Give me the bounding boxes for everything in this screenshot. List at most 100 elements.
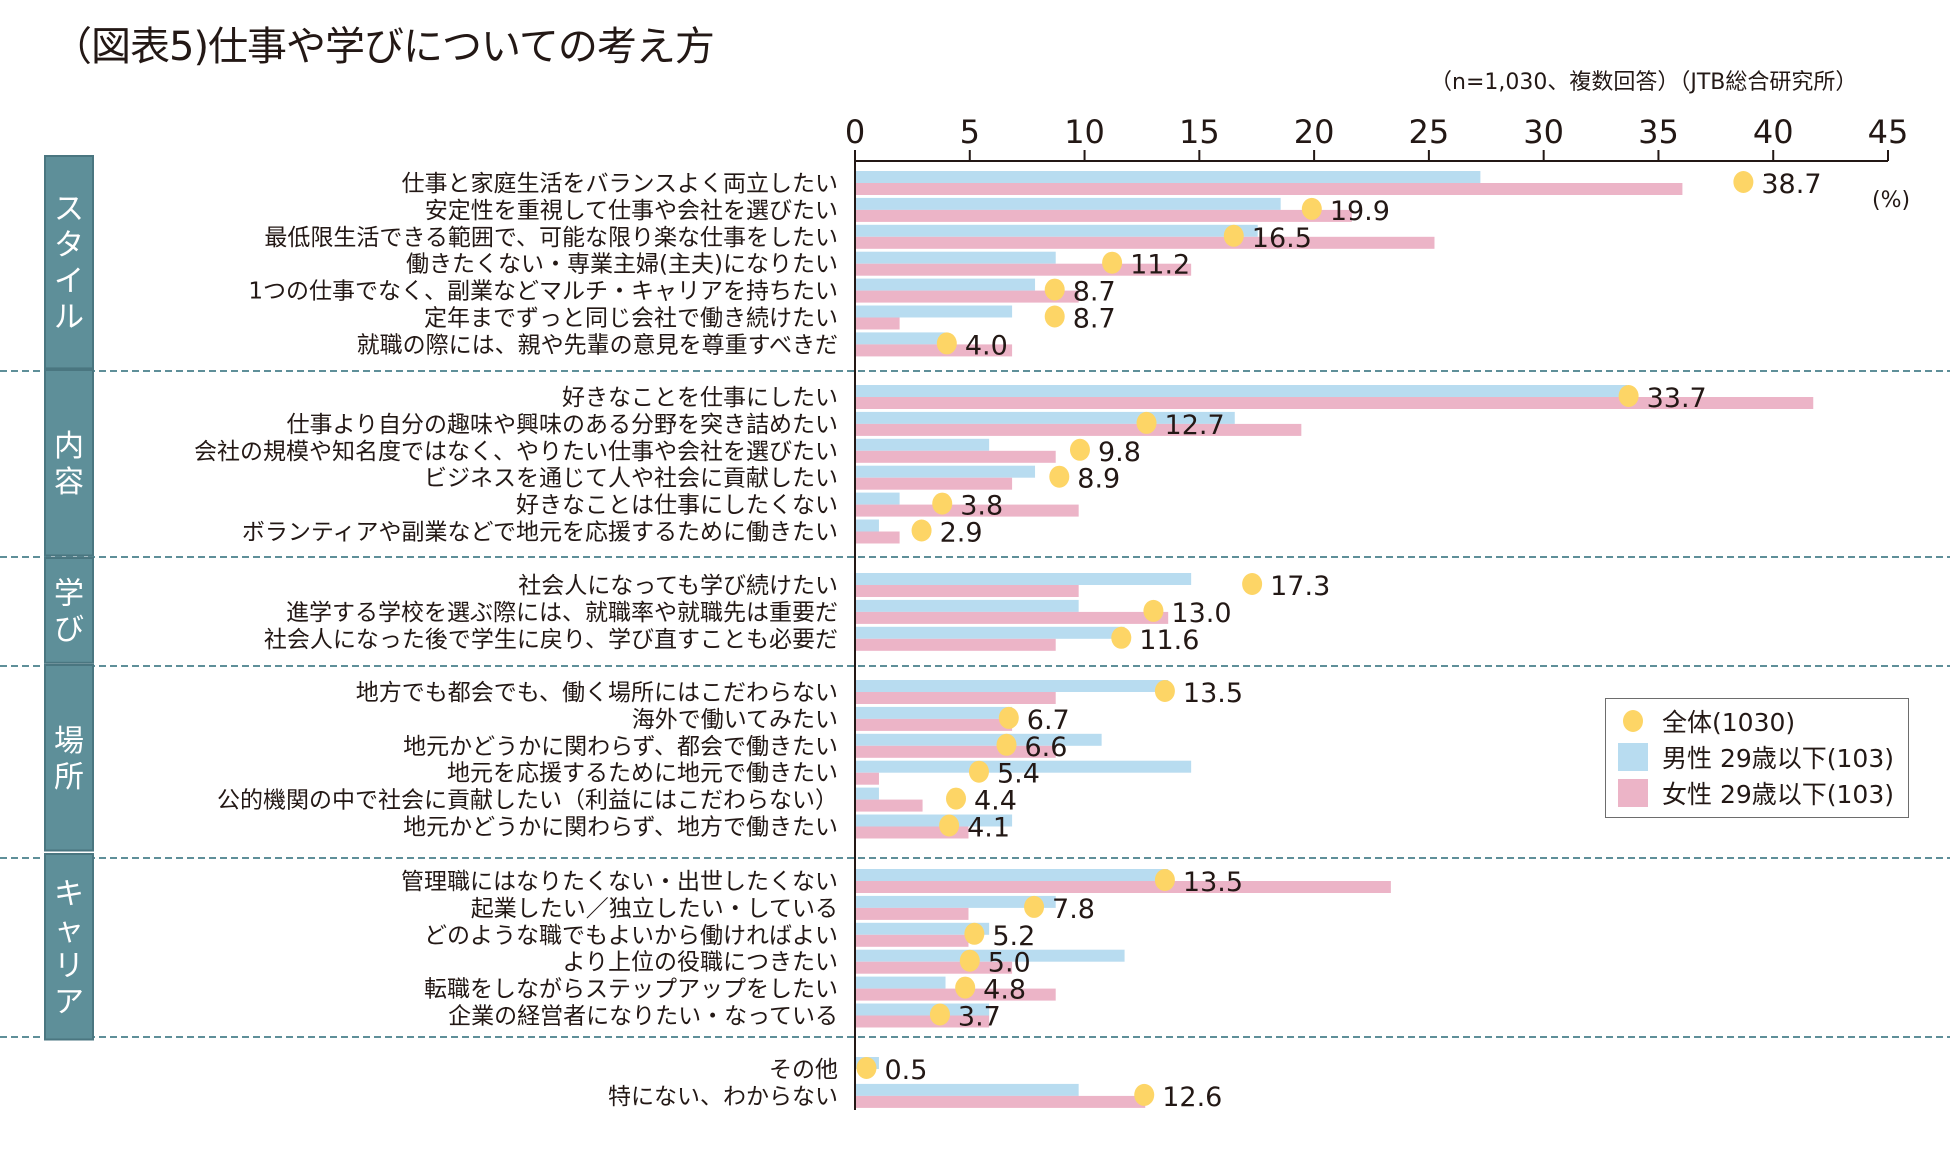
bar-female <box>856 183 1683 195</box>
bar-female <box>856 934 969 947</box>
legend: 全体(1030) 男性 29歳以下(103) 女性 29歳以下(103) <box>1605 698 1909 818</box>
dot-total <box>1301 197 1322 220</box>
bar-male <box>856 949 1125 962</box>
bar-female <box>856 692 1056 704</box>
x-tick-label: 15 <box>1179 113 1220 151</box>
row-label: 好きなことは仕事にしたくない <box>516 493 838 519</box>
bar-female <box>856 477 1013 490</box>
value-label: 8.9 <box>1077 464 1120 495</box>
sample-note: （n=1,030、複数回答）（JTB総合研究所） <box>1430 70 1858 95</box>
category-box <box>44 369 94 557</box>
row-label: 地元を応援するために地元で働きたい <box>447 761 838 787</box>
category-label: ャ <box>54 913 84 948</box>
dot-total <box>1223 224 1244 247</box>
dot-total <box>932 492 953 515</box>
row-label: どのような職でもよいから働ければよい <box>424 923 838 949</box>
dot-total <box>1044 305 1065 328</box>
bar-female <box>856 423 1302 436</box>
dot-total <box>1111 626 1132 649</box>
bar-male <box>856 626 1125 639</box>
row-label: より上位の役職につきたい <box>562 950 838 976</box>
category-label: 場 <box>54 724 84 759</box>
dot-total <box>929 1003 950 1026</box>
category-label: ア <box>54 985 84 1020</box>
bar-female <box>856 397 1814 409</box>
bar-female <box>856 772 879 785</box>
value-label: 3.7 <box>958 1002 1001 1033</box>
category-label: び <box>54 612 84 647</box>
row-label: 仕事より自分の趣味や興味のある分野を突き詰めたい <box>286 412 838 438</box>
row-label: 起業したい／独立したい・している <box>471 896 838 922</box>
value-label: 19.9 <box>1330 196 1390 227</box>
dot-total <box>1044 278 1065 301</box>
bar-female <box>856 504 1079 517</box>
dot-total <box>1136 411 1157 434</box>
dot-total <box>959 949 980 972</box>
dot-total <box>1154 680 1175 702</box>
x-tick-label: 20 <box>1294 113 1335 151</box>
dot-total <box>1154 869 1175 891</box>
row-label: 就職の際には、親や先輩の意見を尊重すべきだ <box>357 332 838 358</box>
value-label: 33.7 <box>1647 383 1707 414</box>
row-label: 会社の規模や知名度ではなく、やりたい仕事や会社を選びたい <box>194 439 838 465</box>
value-label: 12.7 <box>1165 410 1225 441</box>
category-box <box>44 664 94 852</box>
row-label: 定年までずっと同じ会社で働き続けたい <box>424 306 838 332</box>
bar-male <box>856 465 1036 478</box>
row-label: 好きなことを仕事にしたい <box>562 385 838 411</box>
bar-male <box>856 787 879 800</box>
bar-female <box>856 531 900 544</box>
bar-male <box>856 385 1628 397</box>
row-label: ボランティアや副業などで地元を応援するために働きたい <box>242 520 838 546</box>
legend-item-female: 女性 29歳以下(103) <box>1618 775 1908 811</box>
row-label: ビジネスを通じて人や社会に貢献したい <box>424 466 838 492</box>
row-label: 公的機関の中で社会に貢献したい（利益にはこだわらない） <box>217 788 838 814</box>
row-label: 最低限生活できる範囲で、可能な限り楽な仕事をしたい <box>264 225 838 251</box>
x-tick-label: 25 <box>1409 113 1450 151</box>
bar-female <box>856 450 1056 463</box>
value-label: 5.2 <box>992 921 1035 952</box>
row-label: 企業の経営者になりたい・なっている <box>448 1004 838 1030</box>
bar-female <box>856 988 1056 1001</box>
row-label: 海外で働いてみたい <box>632 707 838 733</box>
dot-total <box>955 976 976 999</box>
bar-female <box>856 585 1079 597</box>
category-label: 学 <box>54 576 84 611</box>
category-label: ス <box>54 192 84 227</box>
dot-total <box>1049 465 1070 488</box>
row-label: 社会人になった後で学生に戻り、学び直すことも必要だ <box>264 627 838 653</box>
dot-total <box>996 733 1017 756</box>
row-label: 安定性を重視して仕事や会社を選びたい <box>425 198 838 224</box>
bar-male <box>856 733 1102 746</box>
category-label: 内 <box>54 429 84 464</box>
category-label: イ <box>54 264 84 299</box>
x-tick-label: 30 <box>1523 113 1564 151</box>
value-label: 0.5 <box>884 1055 927 1086</box>
chart-title: （図表5)仕事や学びについての考え方 <box>52 24 715 70</box>
bar-male <box>856 814 1013 827</box>
dot-total <box>1618 385 1639 407</box>
bar-female <box>856 290 1079 303</box>
row-label: 転職をしながらステップアップをしたい <box>424 977 838 1003</box>
legend-item-total: 全体(1030) <box>1618 703 1908 739</box>
value-label: 11.6 <box>1139 625 1199 656</box>
bar-male <box>856 1003 990 1016</box>
legend-dot-icon <box>1623 710 1643 732</box>
category-label: 容 <box>54 465 84 500</box>
value-label: 17.3 <box>1270 571 1330 602</box>
row-label: 管理職にはなりたくない・出世したくない <box>401 869 838 895</box>
category-box <box>44 853 94 1041</box>
bar-male <box>856 573 1192 585</box>
value-label: 16.5 <box>1252 223 1312 254</box>
row-label: 地元かどうかに関わらず、都会で働きたい <box>403 734 838 760</box>
row-label: 進学する学校を選ぶ際には、就職率や就職先は重要だ <box>286 600 838 626</box>
value-label: 12.6 <box>1162 1082 1222 1113</box>
legend-item-male: 男性 29歳以下(103) <box>1618 739 1908 775</box>
category-label: 所 <box>54 760 84 795</box>
row-label: 地元かどうかに関わらず、地方で働きたい <box>403 815 838 841</box>
value-label: 4.4 <box>974 786 1017 817</box>
dot-total <box>936 332 957 355</box>
legend-swatch-male <box>1618 743 1648 771</box>
value-label: 11.2 <box>1130 250 1190 281</box>
value-label: 13.0 <box>1171 598 1231 629</box>
